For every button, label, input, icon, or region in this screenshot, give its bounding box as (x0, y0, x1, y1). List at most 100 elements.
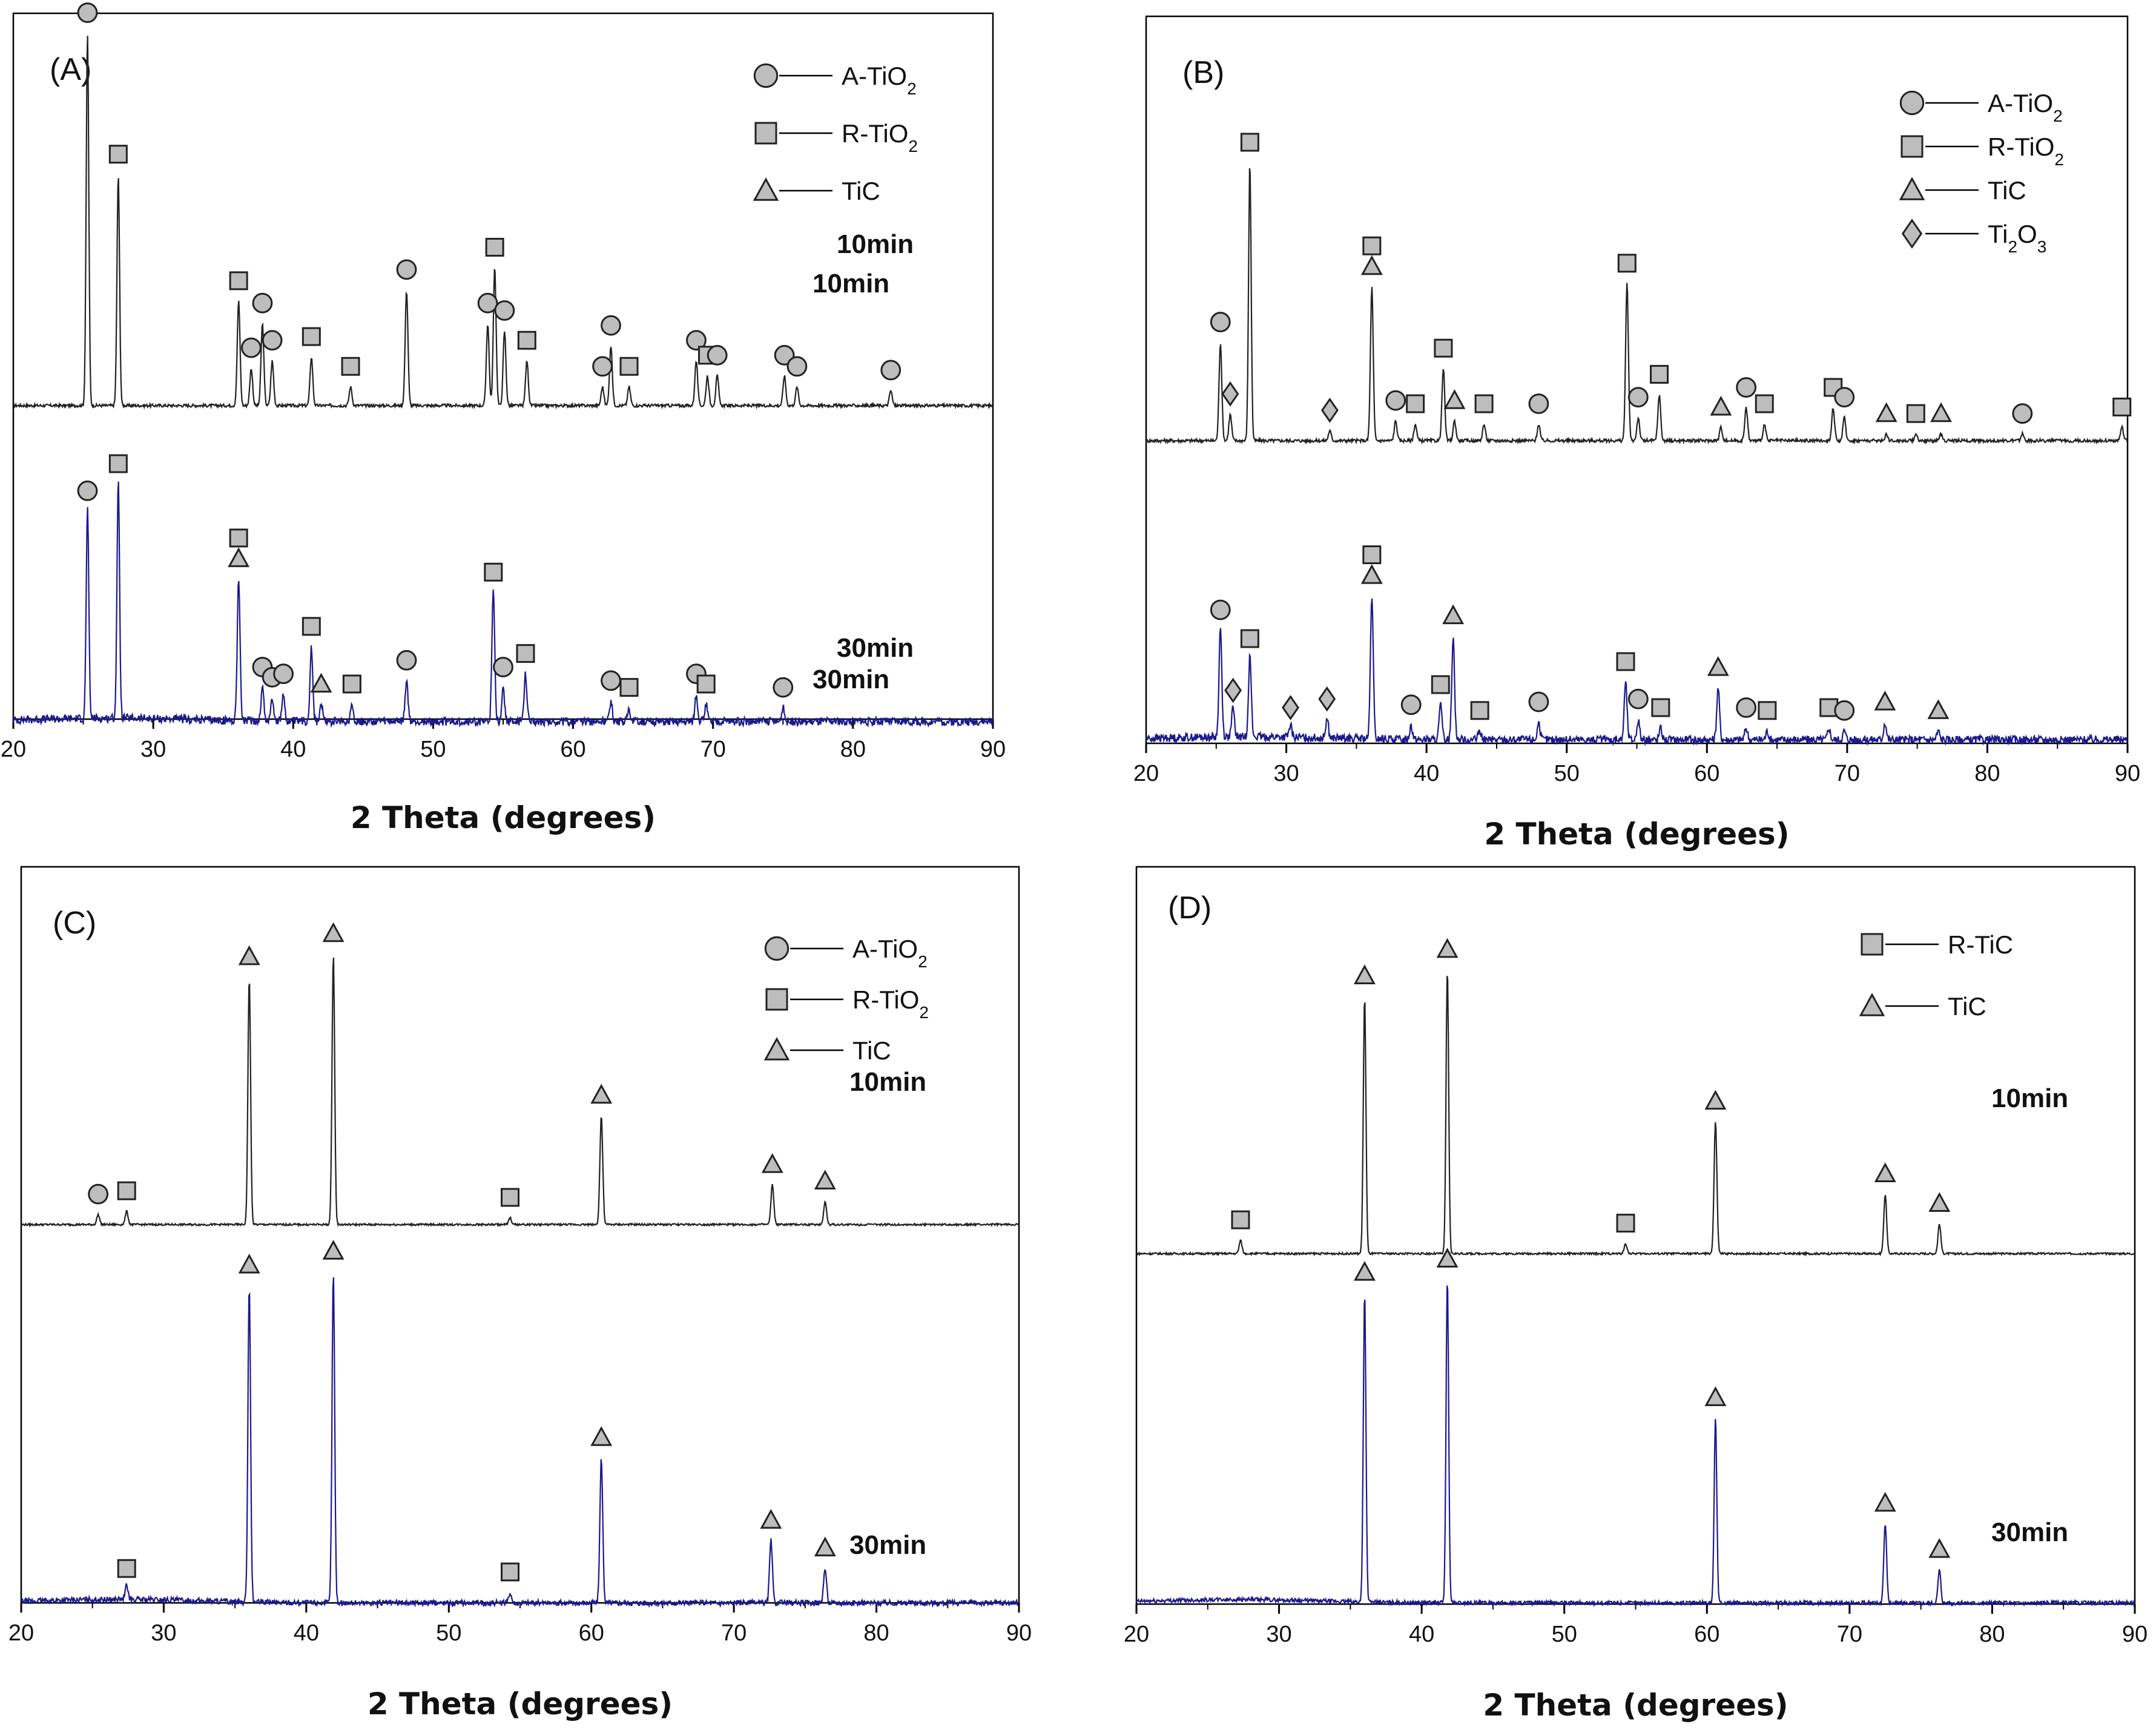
peak-marker-square (501, 1562, 520, 1582)
peak-marker-square (1474, 394, 1494, 413)
x-tick-label: 70 (701, 737, 726, 762)
x-axis-label: 2 Theta (degrees) (351, 800, 656, 835)
peak-marker-triangle (814, 1536, 836, 1557)
x-tick-label: 90 (980, 737, 1006, 762)
legend-label: R-TiO2 (842, 119, 918, 156)
legend-symbol-square (1861, 933, 1884, 956)
legend-symbol-triangle (1859, 993, 1885, 1016)
legend-label: R-TiC (1948, 930, 2013, 959)
peak-marker-circle (1834, 700, 1855, 721)
peak-marker-circle (477, 292, 498, 314)
legend-label: A-TiO2 (842, 62, 917, 98)
legend-label: R-TiO2 (1988, 133, 2064, 169)
panel-b: 20 30 40 50 60 70 80 90 2 Theta (degrees) (B) 10mi… (813, 15, 2140, 852)
peak-marker-triangle (1353, 1261, 1376, 1281)
peak-marker-triangle (1436, 938, 1459, 958)
peak-marker-triangle (1704, 1090, 1727, 1110)
peak-marker-circle (1528, 691, 1549, 712)
legend-symbol-square (1901, 135, 1924, 158)
peak-marker-triangle (1928, 1538, 1951, 1558)
peak-marker-circle (88, 1183, 109, 1205)
peak-marker-square (1650, 364, 1669, 384)
x-tick-label: 30 (1266, 1622, 1291, 1647)
legend-symbol-diamond (1901, 219, 1923, 249)
peak-marker-square (108, 454, 128, 473)
peak-marker-circle (2012, 403, 2033, 424)
legend-symbol-triangle (763, 1037, 790, 1061)
peak-marker-circle (1210, 599, 1231, 620)
peak-marker-circle (1210, 312, 1231, 332)
peak-marker-circle (396, 650, 417, 671)
peak-marker-circle (880, 360, 902, 381)
panel-label: (B) (1182, 55, 1224, 90)
peak-marker-circle (262, 330, 283, 351)
legend-label: TiC (842, 177, 880, 205)
panel-d: 20 30 40 50 60 70 80 90 2 Theta (degrees) (D) 10mi… (1124, 866, 2148, 1723)
peak-marker-triangle (760, 1508, 782, 1529)
peak-marker-circle (774, 344, 795, 366)
peak-marker-square (1651, 698, 1670, 717)
peak-marker-square (341, 357, 360, 376)
peak-marker-triangle (1353, 964, 1376, 984)
peak-marker-triangle (1436, 1248, 1459, 1268)
peak-marker-circle (1736, 697, 1757, 718)
peak-marker-circle (686, 330, 707, 351)
trace-10min (1136, 976, 2135, 1257)
trace-30min (1145, 598, 2128, 746)
peak-marker-diamond (1318, 686, 1336, 712)
x-tick-label: 20 (1124, 1622, 1149, 1647)
peak-marker-circle (773, 677, 794, 698)
peak-marker-square (1616, 1214, 1635, 1233)
peak-marker-triangle (238, 1254, 260, 1274)
peak-marker-triangle (1927, 699, 1950, 719)
peak-marker-square (229, 271, 248, 291)
x-tick-label: 30 (1273, 761, 1299, 786)
x-tick-label: 80 (863, 1620, 889, 1646)
peak-marker-circle (1627, 387, 1649, 408)
series-label: 10min (813, 269, 889, 298)
peak-marker-circle (601, 315, 621, 336)
x-tick-label: 90 (2115, 761, 2140, 786)
peak-marker-circle (273, 663, 294, 685)
peak-marker-square (1362, 545, 1382, 564)
peak-marker-square (342, 674, 361, 694)
panel-a: 20 30 40 50 60 70 80 90 2 Theta (degrees) (A) 10mi… (1, 2, 1006, 835)
peak-marker-square (485, 237, 504, 257)
panel-label: (A) (50, 52, 91, 87)
peak-marker-triangle (814, 1169, 836, 1189)
peak-marker-circle (1627, 688, 1649, 709)
series-label: 10min (837, 229, 914, 259)
peak-marker-diamond (1282, 695, 1299, 720)
x-tick-label: 50 (1552, 1622, 1577, 1647)
legend-symbol-triangle (1899, 177, 1925, 200)
x-tick-label: 80 (1974, 761, 2000, 786)
peak-marker-circle (1736, 377, 1757, 398)
peak-marker-square (501, 1188, 520, 1207)
peak-marker-square (619, 357, 639, 376)
series-label: 10min (1991, 1084, 2068, 1113)
x-tick-label: 50 (436, 1620, 461, 1646)
x-tick-label: 40 (280, 737, 306, 762)
peak-marker-square (1240, 629, 1259, 648)
peak-marker-square (1240, 133, 1259, 152)
peak-marker-square (1231, 1210, 1250, 1229)
x-tick-label: 70 (1837, 1622, 1862, 1647)
peak-marker-triangle (1874, 1492, 1896, 1512)
peak-marker-square (1470, 701, 1489, 720)
peak-marker-triangle (590, 1084, 613, 1104)
peak-marker-diamond (1320, 397, 1339, 423)
peak-marker-triangle (1360, 255, 1383, 275)
peak-marker-triangle (1875, 402, 1897, 423)
trace-30min (21, 1277, 1019, 1608)
peak-marker-diamond (1221, 381, 1239, 407)
peak-marker-triangle (1930, 402, 1952, 423)
x-tick-label: 80 (840, 737, 866, 762)
peak-marker-square (1906, 404, 1925, 423)
x-tick-label: 90 (1006, 1620, 1032, 1646)
peak-marker-triangle (1710, 395, 1732, 416)
peak-marker-square (302, 617, 321, 636)
peak-marker-square (117, 1559, 136, 1578)
peak-marker-circle (77, 2, 98, 23)
peak-marker-square (1755, 394, 1774, 413)
